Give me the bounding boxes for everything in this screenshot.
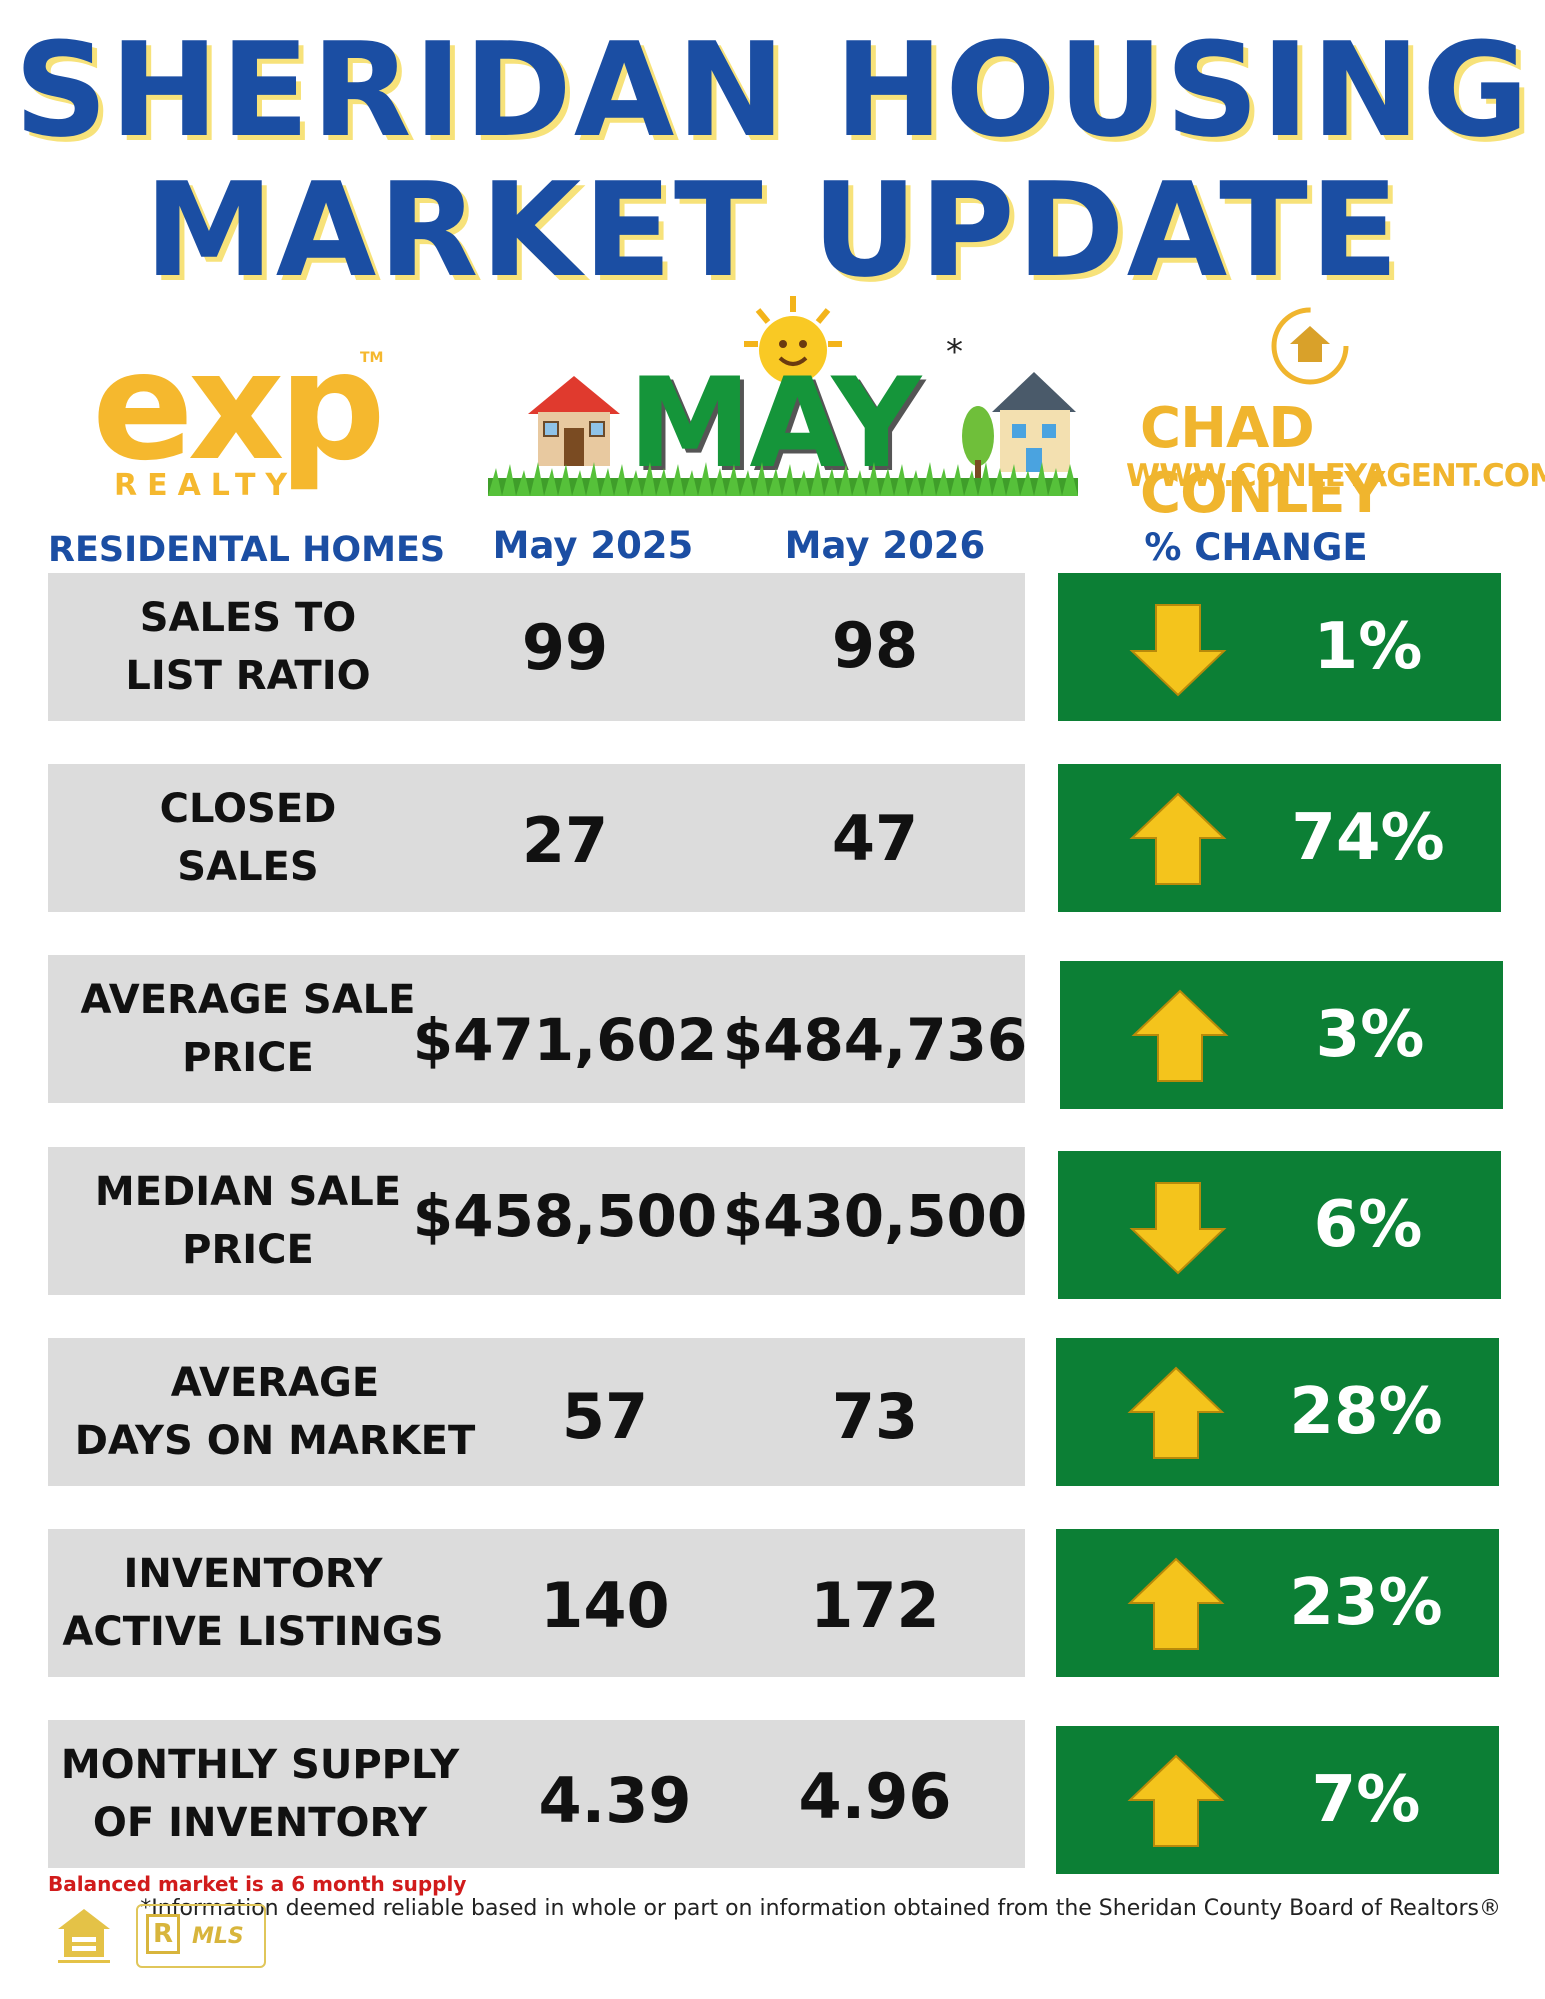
realtor-mls-icon: R MLS xyxy=(136,1904,266,1968)
change-box: 23% xyxy=(1056,1529,1499,1677)
value-2025: $458,500 xyxy=(412,1182,718,1250)
row-background xyxy=(48,764,1025,912)
col-change-header: % CHANGE xyxy=(1144,526,1368,569)
grass-icon xyxy=(488,462,1078,496)
value-2025: 27 xyxy=(521,803,609,877)
arrow-up-icon xyxy=(1127,1366,1225,1459)
value-2026: $484,736 xyxy=(722,1006,1028,1074)
value-2026: 172 xyxy=(810,1568,940,1642)
value-2025: 4.39 xyxy=(538,1763,692,1837)
arrow-down-icon xyxy=(1129,604,1227,697)
arrow-up-icon xyxy=(1129,792,1227,885)
col-2026-header: May 2026 xyxy=(784,524,986,567)
value-2026: 73 xyxy=(831,1379,919,1453)
row-label: AVERAGE DAYS ON MARKET xyxy=(74,1360,476,1464)
sun-icon xyxy=(744,296,842,384)
change-box: 6% xyxy=(1058,1151,1501,1299)
agent-name: CHAD CONLEY xyxy=(1140,396,1385,526)
value-2026: 47 xyxy=(831,801,919,875)
exp-logo-word: exp xyxy=(92,320,386,494)
month-asterisk: * xyxy=(946,332,963,372)
equal-housing-icon xyxy=(58,1909,110,1963)
arrow-down-icon xyxy=(1129,1182,1227,1275)
house-circle-icon xyxy=(1271,307,1349,385)
value-2025: 57 xyxy=(561,1379,649,1453)
row-label: INVENTORY ACTIVE LISTINGS xyxy=(62,1551,444,1655)
value-2025: $471,602 xyxy=(412,1006,718,1074)
change-box: 7% xyxy=(1056,1726,1499,1874)
row-background xyxy=(48,955,1025,1103)
change-box: 3% xyxy=(1060,961,1503,1109)
change-value: 74% xyxy=(1291,801,1445,875)
row-label-header: RESIDENTAL HOMES xyxy=(48,530,446,570)
exp-realty-logo: exp TM REALTY xyxy=(92,320,392,508)
disclaimer: *Information deemed reliable based in wh… xyxy=(140,1896,1501,1921)
arrow-up-icon xyxy=(1131,989,1229,1082)
row-label: AVERAGE SALE PRICE xyxy=(80,977,416,1081)
row-background xyxy=(48,1147,1025,1295)
value-2025: 99 xyxy=(521,610,609,684)
value-2026: 98 xyxy=(831,608,919,682)
row-label: SALES TO LIST RATIO xyxy=(125,595,371,699)
blue-house-icon xyxy=(992,372,1076,472)
change-value: 6% xyxy=(1313,1188,1423,1262)
col-2025-header: May 2025 xyxy=(492,524,694,567)
arrow-up-icon xyxy=(1127,1754,1225,1847)
row-background xyxy=(48,1529,1025,1677)
tree-icon xyxy=(962,406,994,480)
exp-logo-subtitle: REALTY xyxy=(114,468,298,503)
change-box: 28% xyxy=(1056,1338,1499,1486)
change-value: 23% xyxy=(1289,1566,1443,1640)
red-house-icon xyxy=(528,376,620,466)
value-2026: 4.96 xyxy=(798,1759,952,1833)
mls-label: MLS xyxy=(192,1924,244,1949)
change-value: 3% xyxy=(1315,998,1425,1072)
arrow-up-icon xyxy=(1127,1557,1225,1650)
change-value: 1% xyxy=(1313,610,1423,684)
change-value: 7% xyxy=(1311,1763,1421,1837)
change-box: 74% xyxy=(1058,764,1501,912)
value-2026: $430,500 xyxy=(722,1182,1028,1250)
month-banner: MAY * xyxy=(488,292,1078,502)
page-title-line2: MARKET UPDATE xyxy=(144,154,1401,306)
row-label: MEDIAN SALE PRICE xyxy=(94,1169,402,1273)
change-box: 1% xyxy=(1058,573,1501,721)
row-background xyxy=(48,573,1025,721)
row-background xyxy=(48,1720,1025,1868)
chad-conley-logo: CHAD CONLEY WWW.CONLEYAGENT.COM xyxy=(1120,300,1545,526)
row-background xyxy=(48,1338,1025,1486)
change-value: 28% xyxy=(1289,1375,1443,1449)
page-title-line1: SHERIDAN HOUSING xyxy=(14,14,1531,166)
row-label: MONTHLY SUPPLY OF INVENTORY xyxy=(60,1742,460,1846)
row-label: CLOSED SALES xyxy=(159,786,337,890)
exp-trademark: TM xyxy=(360,350,384,366)
agent-url: WWW.CONLEYAGENT.COM xyxy=(1126,458,1545,494)
realtor-r-mark: R xyxy=(146,1914,180,1954)
balanced-market-note: Balanced market is a 6 month supply xyxy=(48,1872,467,1896)
value-2025: 140 xyxy=(540,1568,670,1642)
